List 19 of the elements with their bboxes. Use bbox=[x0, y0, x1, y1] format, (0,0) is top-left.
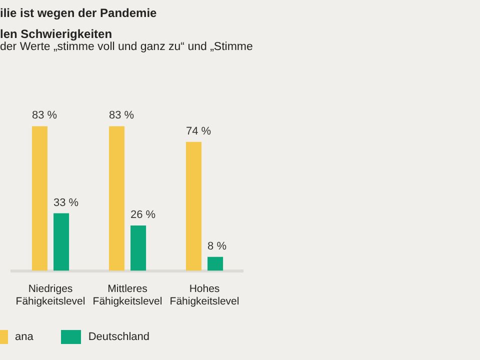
bar bbox=[186, 142, 202, 271]
chart-subtitle: der Werte „stimme voll und ganz zu“ und „Stimme bbox=[0, 41, 253, 53]
bar bbox=[108, 126, 124, 271]
data-label: 26 % bbox=[130, 209, 156, 222]
data-label: 33 % bbox=[54, 196, 79, 209]
data-label: 8 % bbox=[208, 240, 227, 252]
x-tick-label: Hohes Fähigkeitslevel bbox=[170, 282, 240, 308]
data-label: 74 % bbox=[186, 125, 212, 138]
chart-title: ilie ist wegen der Pandemie len Schwierigkeiten bbox=[0, 5, 157, 42]
x-tick-label: Mittleres Fähigkeitslevel bbox=[92, 282, 162, 308]
legend-label: ana bbox=[15, 331, 34, 343]
bar bbox=[54, 213, 70, 271]
legend-label: Deutschland bbox=[88, 331, 150, 343]
data-label: 83 % bbox=[32, 110, 58, 122]
data-label: 83 % bbox=[108, 110, 134, 122]
bar bbox=[32, 126, 48, 271]
x-tick-label: Niedriges Fähigkeitslevel bbox=[16, 282, 86, 308]
bar bbox=[208, 256, 224, 271]
bar bbox=[130, 226, 146, 271]
